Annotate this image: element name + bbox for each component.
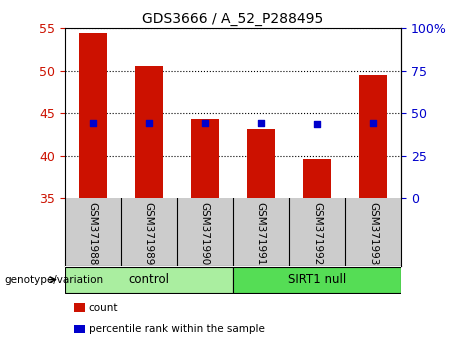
Bar xyxy=(359,75,387,198)
Point xyxy=(257,121,265,126)
Text: GSM371992: GSM371992 xyxy=(312,202,322,265)
Point xyxy=(201,121,208,126)
Text: GSM371990: GSM371990 xyxy=(200,202,210,265)
Point xyxy=(145,120,152,125)
Text: GSM371993: GSM371993 xyxy=(368,202,378,265)
Bar xyxy=(78,33,106,198)
Bar xyxy=(303,159,331,198)
Point xyxy=(89,121,96,126)
Bar xyxy=(135,66,163,198)
Point xyxy=(369,120,377,126)
Text: SIRT1 null: SIRT1 null xyxy=(288,273,346,286)
Bar xyxy=(247,130,275,198)
FancyBboxPatch shape xyxy=(65,267,233,293)
Text: genotype/variation: genotype/variation xyxy=(5,275,104,285)
Text: percentile rank within the sample: percentile rank within the sample xyxy=(89,324,265,334)
Text: GSM371991: GSM371991 xyxy=(256,202,266,265)
Bar xyxy=(74,325,85,333)
Point xyxy=(313,121,321,127)
Text: GSM371989: GSM371989 xyxy=(144,202,154,265)
Text: control: control xyxy=(128,273,169,286)
Text: GSM371988: GSM371988 xyxy=(88,202,98,265)
FancyBboxPatch shape xyxy=(233,267,401,293)
Text: count: count xyxy=(89,303,118,313)
Bar xyxy=(74,303,85,312)
Bar xyxy=(191,119,219,198)
Title: GDS3666 / A_52_P288495: GDS3666 / A_52_P288495 xyxy=(142,12,324,26)
